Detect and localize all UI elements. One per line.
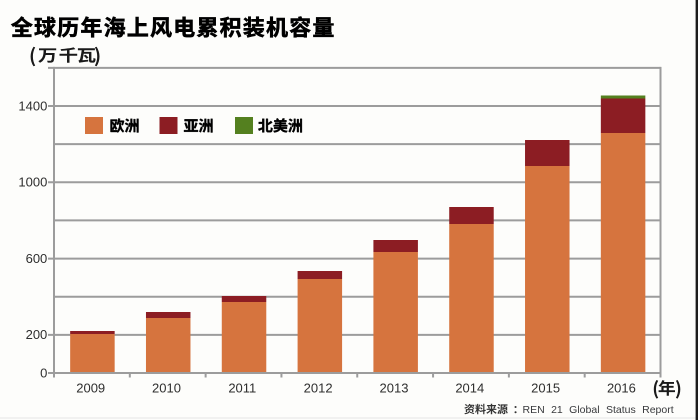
svg-text:200: 200 (26, 327, 48, 342)
svg-text:0: 0 (40, 365, 47, 380)
svg-text:600: 600 (26, 251, 48, 266)
svg-text:1000: 1000 (18, 175, 47, 190)
svg-text:2009: 2009 (76, 380, 105, 395)
svg-text:2010: 2010 (152, 380, 181, 395)
svg-text:2015: 2015 (531, 380, 560, 395)
svg-text:2013: 2013 (380, 380, 409, 395)
svg-text:REN 21 Global Status Report: REN 21 Global Status Report (523, 404, 674, 416)
svg-text:2012: 2012 (304, 380, 333, 395)
svg-text:1400: 1400 (18, 98, 47, 113)
svg-text:2014: 2014 (455, 380, 484, 395)
svg-text:2016: 2016 (607, 380, 636, 395)
svg-text:2011: 2011 (228, 380, 256, 395)
